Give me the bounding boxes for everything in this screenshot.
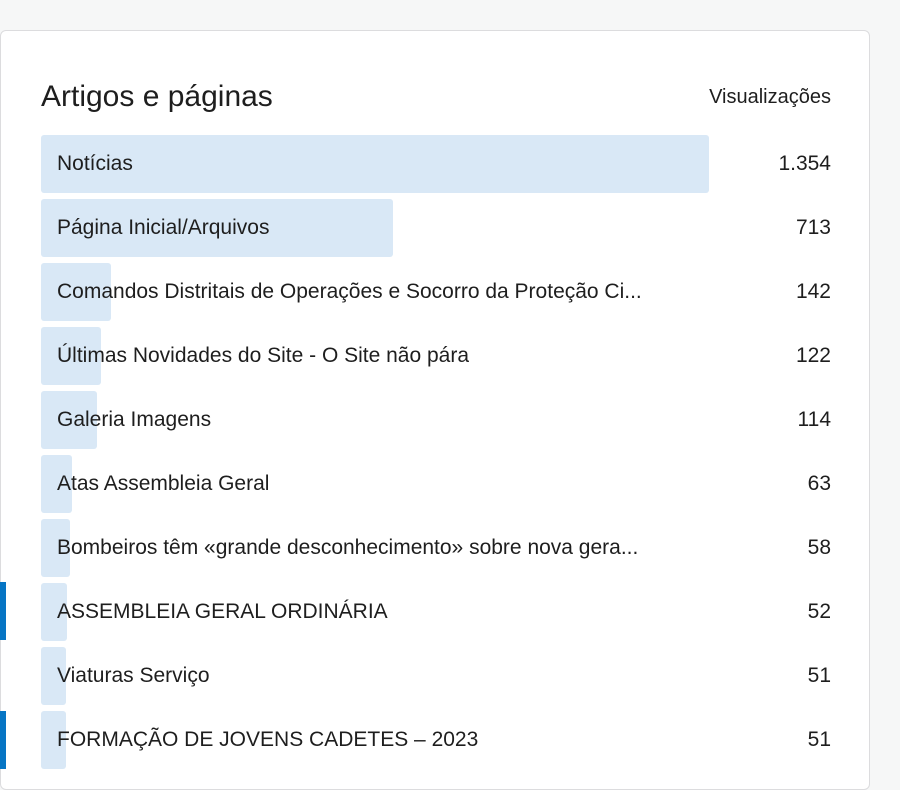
post-title-link[interactable]: Viaturas Serviço [57,664,210,687]
post-row-4[interactable]: Galeria Imagens 114 [41,391,831,449]
post-views-count: 51 [807,664,831,687]
post-row-6[interactable]: Bombeiros têm «grande desconhecimento» s… [41,519,831,577]
views-bar [41,711,66,769]
views-bar [41,327,101,385]
post-row-8[interactable]: Viaturas Serviço 51 [41,647,831,705]
views-bar [41,263,111,321]
views-bar [41,455,72,513]
card-header: Artigos e páginas Visualizações [41,77,831,117]
views-column-label: Visualizações [709,86,831,108]
post-title-link[interactable]: ASSEMBLEIA GERAL ORDINÁRIA [57,600,388,623]
posts-list: Notícias 1.354 Página Inicial/Arquivos 7… [41,135,831,775]
post-views-count: 63 [807,472,831,495]
post-title-link[interactable]: Comandos Distritais de Operações e Socor… [57,280,642,303]
focus-marker [0,711,6,769]
views-bar [41,647,66,705]
post-title-link[interactable]: Página Inicial/Arquivos [57,216,270,239]
post-views-count: 58 [807,536,831,559]
post-title-link[interactable]: Bombeiros têm «grande desconhecimento» s… [57,536,639,559]
post-row-3[interactable]: Últimas Novidades do Site - O Site não p… [41,327,831,385]
post-row-9[interactable]: FORMAÇÃO DE JOVENS CADETES – 2023 51 [41,711,831,769]
views-bar [41,391,97,449]
post-title-link[interactable]: Últimas Novidades do Site - O Site não p… [57,344,470,367]
post-views-count: 52 [807,600,831,623]
post-row-7[interactable]: ASSEMBLEIA GERAL ORDINÁRIA 52 [41,583,831,641]
post-row-2[interactable]: Comandos Distritais de Operações e Socor… [41,263,831,321]
post-views-count: 114 [797,408,831,431]
post-row-0[interactable]: Notícias 1.354 [41,135,831,193]
post-views-count: 142 [795,280,831,303]
post-title-link[interactable]: FORMAÇÃO DE JOVENS CADETES – 2023 [57,728,479,751]
views-bar [41,135,709,193]
post-views-count: 122 [795,344,831,367]
focus-marker [0,582,6,640]
views-bar [41,519,70,577]
views-bar [41,199,393,257]
top-posts-card: Artigos e páginas Visualizações Notícias… [0,30,870,790]
views-bar [41,583,67,641]
post-title-link[interactable]: Notícias [57,152,133,175]
post-views-count: 1.354 [778,152,831,175]
post-row-1[interactable]: Página Inicial/Arquivos 713 [41,199,831,257]
post-row-5[interactable]: Atas Assembleia Geral 63 [41,455,831,513]
card-title: Artigos e páginas [41,80,273,113]
post-views-count: 713 [795,216,831,239]
post-views-count: 51 [807,728,831,751]
post-title-link[interactable]: Galeria Imagens [57,408,212,431]
post-title-link[interactable]: Atas Assembleia Geral [57,472,270,495]
